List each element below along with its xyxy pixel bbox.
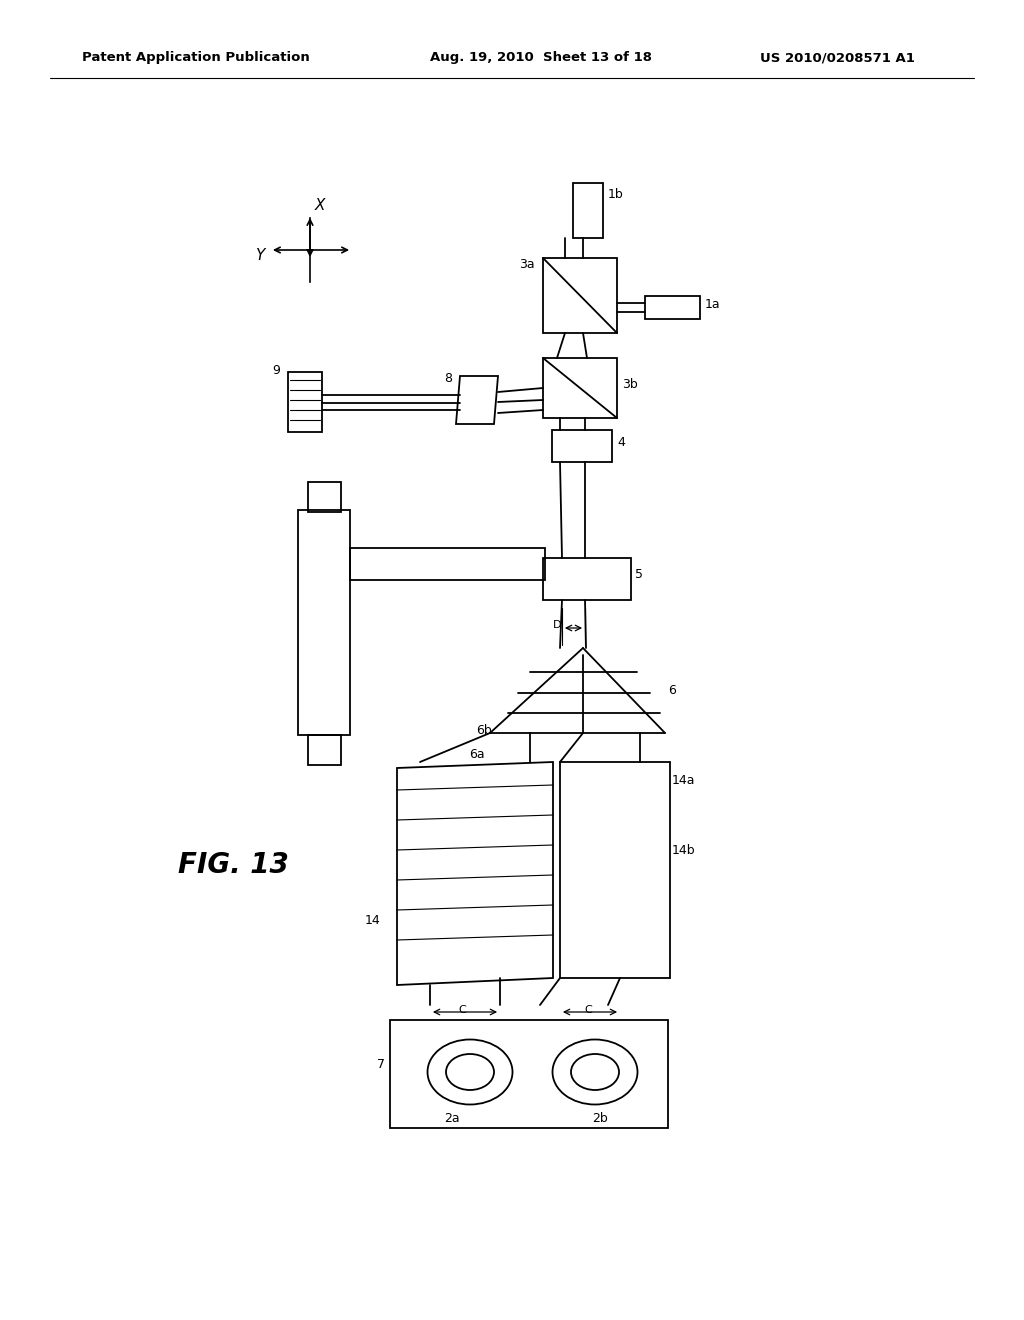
Text: 6: 6 (668, 684, 676, 697)
Bar (543, 558, 631, 601)
Bar (543, 257, 617, 333)
Text: 2b: 2b (592, 1111, 608, 1125)
Text: 14: 14 (365, 913, 380, 927)
Text: C: C (458, 1005, 466, 1015)
Text: FIG. 13: FIG. 13 (178, 851, 289, 879)
Text: 3a: 3a (519, 259, 535, 272)
Bar (288, 372, 322, 432)
Text: 1a: 1a (705, 298, 721, 312)
Bar (573, 183, 603, 238)
Text: 6b: 6b (476, 723, 492, 737)
Text: C: C (584, 1005, 592, 1015)
Text: US 2010/0208571 A1: US 2010/0208571 A1 (760, 51, 914, 65)
Bar (308, 735, 341, 766)
Text: X: X (315, 198, 326, 213)
Text: 1b: 1b (608, 189, 624, 202)
Bar (298, 510, 350, 735)
Text: 6a: 6a (469, 748, 485, 762)
Bar (308, 482, 341, 512)
Text: 5: 5 (635, 569, 643, 582)
Text: D: D (553, 620, 561, 630)
Bar (543, 358, 617, 418)
Text: Y: Y (255, 248, 264, 263)
Text: 4: 4 (617, 437, 625, 450)
Text: 2a: 2a (444, 1111, 460, 1125)
Text: Aug. 19, 2010  Sheet 13 of 18: Aug. 19, 2010 Sheet 13 of 18 (430, 51, 652, 65)
Text: 3b: 3b (622, 379, 638, 392)
Text: 7: 7 (377, 1059, 385, 1072)
Bar (350, 548, 545, 579)
Text: 14b: 14b (672, 843, 695, 857)
Bar (645, 296, 700, 319)
Bar (390, 1020, 668, 1129)
Text: Patent Application Publication: Patent Application Publication (82, 51, 309, 65)
Text: 9: 9 (272, 363, 280, 376)
Text: 14a: 14a (672, 774, 695, 787)
Bar (552, 430, 612, 462)
Text: 8: 8 (444, 371, 452, 384)
